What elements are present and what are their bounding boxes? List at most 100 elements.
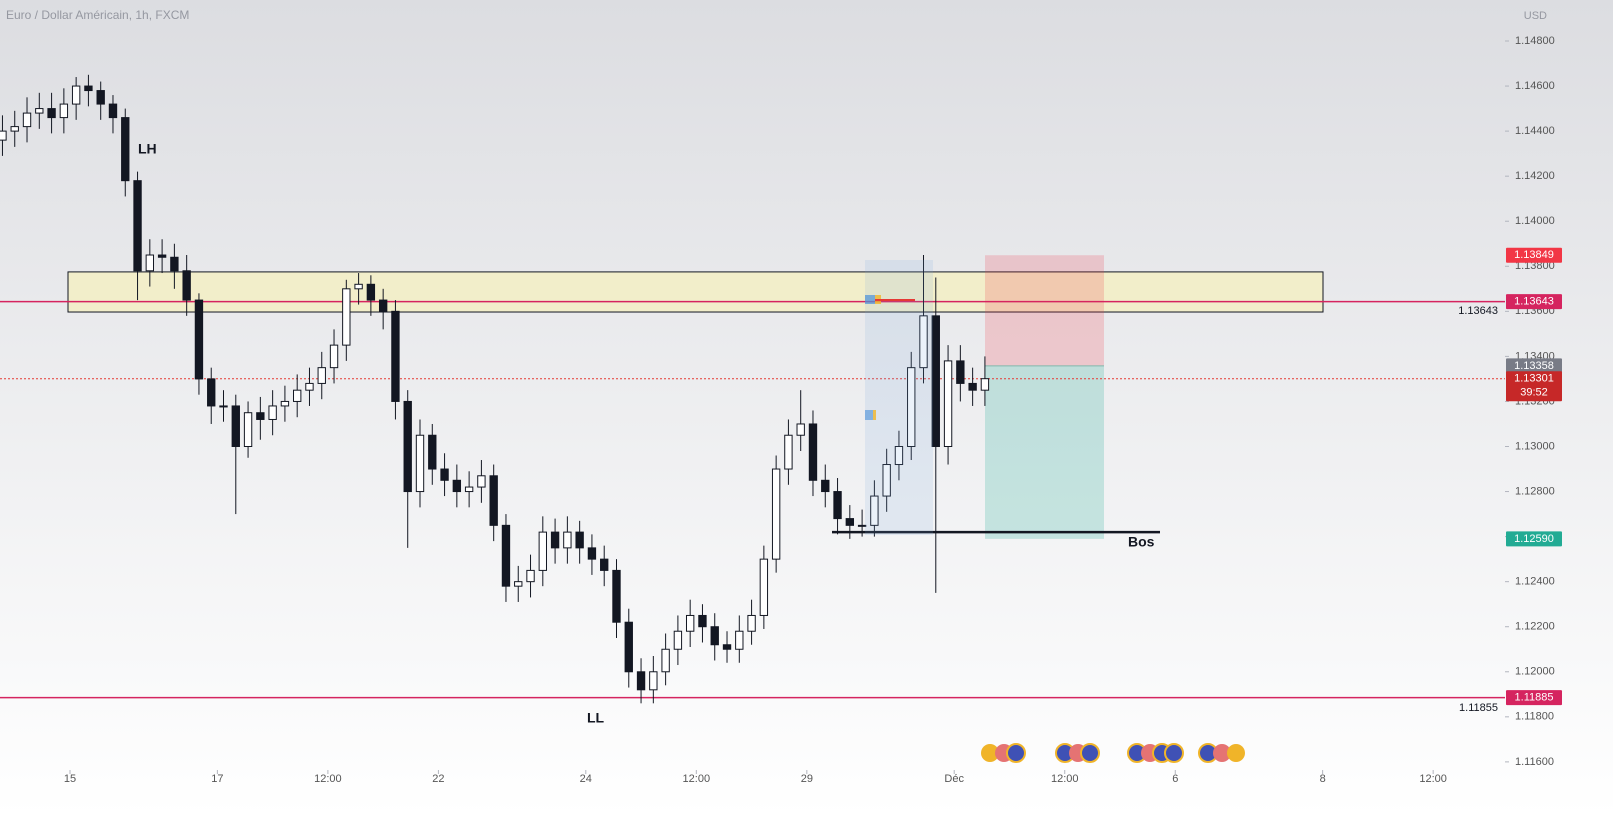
candle-body: [415, 434, 425, 493]
candle-body: [661, 648, 670, 673]
candle-body: [342, 288, 351, 346]
x-tick-label: 12:00: [1419, 773, 1447, 785]
candle-body: [170, 256, 179, 272]
x-tick-label: 17: [211, 773, 223, 785]
line-label: 1.11855: [1459, 702, 1498, 714]
events: [981, 743, 1245, 763]
candle-body: [452, 479, 462, 493]
x-tick-label: 8: [1320, 773, 1326, 785]
candle-body: [35, 108, 44, 114]
price-badge: 1.13301 39:52: [1506, 371, 1562, 402]
candle-body: [796, 423, 805, 436]
candle-body: [280, 400, 290, 407]
badge-label: 1.13358: [1514, 360, 1554, 372]
zone: [67, 271, 1324, 313]
candle-body: [600, 558, 609, 571]
candle-body: [10, 126, 19, 132]
candle-body: [194, 299, 204, 380]
event-icon[interactable]: [1006, 743, 1026, 763]
candle-body: [59, 103, 69, 119]
y-tick-label: 1.12400: [1515, 576, 1555, 588]
annotation: LL: [587, 710, 605, 726]
candle-body: [514, 581, 523, 587]
candle-body: [256, 412, 265, 420]
x-tick-label: 12:00: [314, 773, 342, 785]
event-icon[interactable]: [1227, 744, 1245, 762]
candle-body: [833, 491, 842, 520]
candle-body: [440, 468, 449, 481]
candle-body: [526, 569, 535, 583]
candle-body: [366, 283, 376, 301]
event-icon[interactable]: [1213, 744, 1231, 762]
candle-body: [747, 614, 756, 632]
candle-body: [428, 434, 437, 470]
candle-body: [698, 614, 707, 628]
candle-body: [477, 475, 486, 488]
badge-label: 1.13301: [1514, 373, 1554, 385]
candle-body: [231, 405, 240, 448]
badge-box: [1506, 371, 1562, 402]
event-icon[interactable]: [981, 744, 999, 762]
y-tick-label: 1.11800: [1515, 711, 1554, 723]
x-tick-label: 29: [801, 773, 813, 785]
x-tick-label: 24: [580, 773, 592, 785]
event-icon[interactable]: [1080, 743, 1100, 763]
candle-body: [329, 344, 339, 369]
candle-body: [685, 614, 695, 632]
volume-bar: [865, 295, 875, 304]
candle-body: [96, 90, 105, 105]
candle-body: [956, 360, 965, 384]
y-tick-label: 1.14200: [1515, 170, 1555, 182]
candle-body: [673, 630, 683, 650]
y-tick-label: 1.13000: [1515, 440, 1555, 452]
candle-body: [759, 558, 769, 616]
candle-body: [464, 486, 474, 493]
badge-countdown: 39:52: [1520, 387, 1548, 399]
badge-box: [1506, 531, 1562, 547]
candle-body: [219, 405, 228, 408]
candle-body: [207, 378, 216, 407]
volume-profile: [865, 260, 933, 535]
candle-body: [894, 446, 904, 466]
badge-box: [1506, 247, 1562, 263]
y-tick-label: 1.12200: [1515, 621, 1555, 633]
badge-box: [1506, 358, 1562, 374]
candle-body: [538, 531, 547, 571]
volume-bar: [873, 410, 876, 420]
candle-body: [71, 85, 81, 105]
y-tick-label: 1.14800: [1515, 35, 1555, 47]
candle-body: [84, 85, 93, 92]
x-tick-label: 6: [1172, 773, 1178, 785]
line-label: 1.13643: [1458, 305, 1498, 317]
candle-body: [354, 283, 363, 290]
candle-body: [587, 547, 597, 560]
candle-body: [857, 524, 867, 527]
price-badge: 1.13849: [1506, 247, 1562, 263]
candle-body: [845, 518, 855, 526]
badge-label: 1.13643: [1514, 296, 1554, 308]
candle-body: [157, 254, 167, 258]
price-badge: 1.13358: [1506, 358, 1562, 374]
candle-body: [612, 569, 621, 623]
event-icon[interactable]: [1164, 743, 1184, 763]
stop-area: [985, 255, 1104, 366]
price-badge: 1.13643: [1506, 294, 1562, 310]
candle-body: [624, 621, 633, 673]
badge-box: [1506, 690, 1562, 706]
badge-box: [1506, 294, 1562, 310]
y-tick-label: 1.13800: [1515, 260, 1555, 272]
candle-body: [378, 299, 388, 312]
candle-body: [182, 270, 191, 301]
y-tick-label: 1.14600: [1515, 80, 1555, 92]
badge-label: 1.11885: [1515, 692, 1554, 704]
candle-body: [649, 671, 658, 691]
candle-body: [931, 315, 940, 448]
candle-body: [47, 108, 56, 119]
x-tick-label: 22: [432, 773, 444, 785]
candle-body: [293, 389, 302, 402]
candle-body: [268, 405, 277, 420]
candle-body: [771, 468, 781, 560]
candle-body: [980, 378, 990, 391]
chart-title: Euro / Dollar Américain, 1h, FXCM: [6, 8, 189, 22]
